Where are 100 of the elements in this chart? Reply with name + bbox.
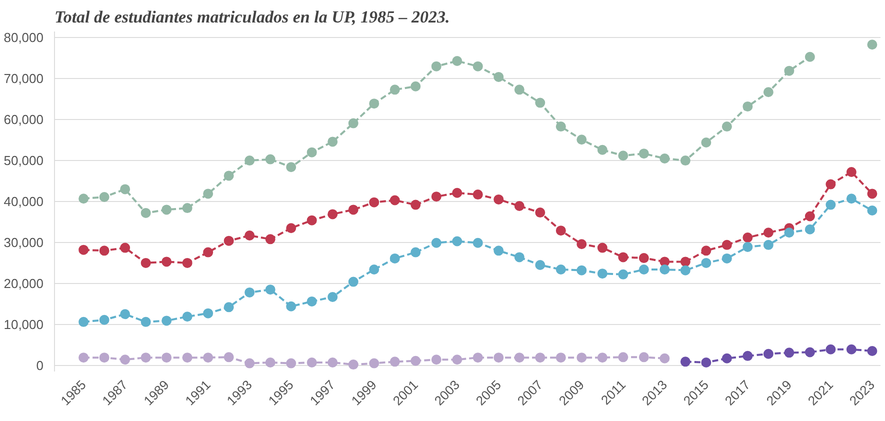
point: [535, 260, 546, 270]
point: [452, 188, 462, 198]
point: [348, 118, 358, 128]
point: [846, 344, 856, 354]
point: [265, 234, 276, 244]
point: [618, 150, 628, 161]
point: [472, 352, 483, 363]
point: [472, 190, 483, 200]
point: [452, 354, 462, 365]
point: [576, 352, 587, 363]
point: [535, 208, 546, 218]
point: [348, 204, 358, 215]
point: [867, 346, 878, 356]
point: [597, 144, 608, 155]
point: [244, 287, 255, 298]
point: [286, 162, 296, 172]
point: [306, 147, 317, 158]
point: [722, 253, 732, 264]
point: [286, 301, 296, 312]
point: [452, 236, 462, 246]
point: [472, 61, 483, 72]
point: [742, 350, 753, 361]
point: [742, 232, 753, 243]
point: [203, 188, 214, 199]
point: [78, 194, 89, 204]
point: [638, 352, 649, 362]
point: [244, 230, 255, 240]
point: [120, 184, 130, 194]
y-tick-label: 0: [36, 358, 44, 373]
point: [514, 352, 524, 363]
point: [224, 170, 234, 181]
point: [390, 253, 400, 264]
point: [369, 98, 380, 109]
point: [203, 352, 214, 363]
point: [638, 253, 649, 264]
point: [431, 192, 442, 202]
point: [514, 84, 524, 95]
point: [618, 269, 628, 280]
point: [804, 211, 815, 222]
chart-title: Total de estudiantes matriculados en la UP, 1985 – 2023.: [54, 8, 450, 26]
point: [120, 309, 130, 320]
point: [286, 223, 296, 234]
point: [472, 238, 483, 248]
point: [410, 81, 421, 92]
point: [140, 208, 151, 218]
point: [763, 87, 774, 98]
point: [660, 353, 670, 364]
point: [535, 352, 546, 363]
y-tick-label: 60,000: [4, 112, 44, 128]
point: [597, 352, 608, 363]
point: [431, 61, 442, 72]
point: [722, 353, 732, 364]
point: [763, 228, 774, 238]
point: [535, 98, 546, 108]
point: [494, 352, 504, 363]
y-tick-label: 20,000: [4, 276, 44, 291]
point: [286, 358, 296, 368]
point: [494, 246, 504, 256]
point: [826, 179, 836, 190]
point: [162, 316, 172, 326]
point: [265, 284, 276, 295]
point: [390, 84, 400, 95]
point: [597, 242, 608, 253]
point: [78, 316, 89, 327]
point: [328, 209, 338, 220]
point: [99, 352, 110, 363]
point: [660, 264, 670, 274]
point: [763, 348, 774, 359]
point: [244, 358, 255, 368]
point: [369, 197, 380, 208]
point: [826, 344, 836, 354]
point: [494, 72, 504, 82]
point: [224, 352, 234, 362]
point: [78, 244, 89, 255]
point: [722, 122, 732, 132]
point: [638, 264, 649, 274]
point: [224, 236, 234, 246]
point: [701, 246, 712, 256]
point: [514, 201, 524, 211]
point: [140, 316, 151, 327]
point: [120, 354, 130, 365]
point: [78, 352, 89, 363]
point: [410, 200, 421, 210]
point: [742, 242, 753, 252]
point: [763, 240, 774, 250]
point: [99, 192, 110, 202]
point: [348, 276, 358, 287]
point: [203, 308, 214, 318]
point: [162, 256, 172, 267]
point: [701, 138, 712, 148]
point: [328, 292, 338, 302]
y-tick-label: 50,000: [4, 153, 44, 168]
point: [265, 154, 276, 164]
point: [597, 268, 608, 279]
point: [244, 156, 255, 166]
point: [348, 360, 358, 370]
point: [556, 352, 566, 363]
point: [182, 312, 192, 322]
point: [410, 356, 421, 366]
point: [742, 101, 753, 112]
